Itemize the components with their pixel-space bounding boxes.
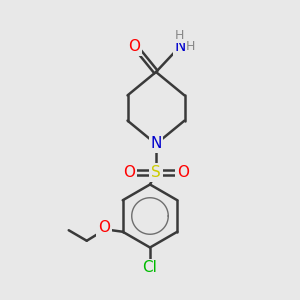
Text: O: O — [98, 220, 110, 235]
Text: H: H — [174, 29, 184, 42]
Text: H: H — [186, 40, 195, 53]
Text: N: N — [150, 136, 162, 152]
Text: N: N — [174, 39, 186, 54]
Text: Cl: Cl — [142, 260, 158, 275]
Text: O: O — [177, 165, 189, 180]
Text: O: O — [128, 39, 140, 54]
Text: O: O — [123, 165, 135, 180]
Text: S: S — [151, 165, 161, 180]
